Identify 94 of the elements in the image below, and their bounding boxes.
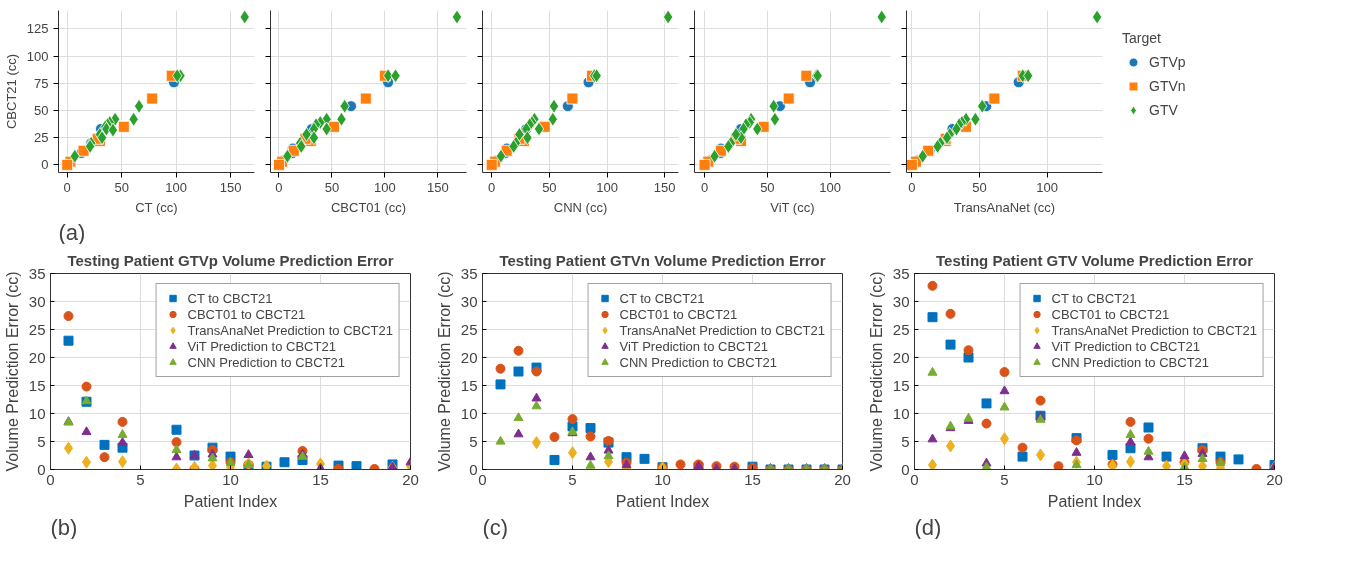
x-tick-label: 0 bbox=[700, 179, 709, 195]
y-axis-title: CBCT21 (cc) bbox=[3, 53, 19, 130]
x-tick-label: 150 bbox=[653, 179, 676, 195]
y-tick-label: 5 bbox=[37, 432, 46, 450]
y-tick-label: 25 bbox=[892, 320, 910, 338]
chart-title: Testing Patient GTVn Volume Prediction Error bbox=[499, 251, 826, 269]
x-axis-title: Patient Index bbox=[615, 492, 710, 510]
x-tick-label: 50 bbox=[324, 179, 340, 195]
x-axis-title: ViT (cc) bbox=[770, 199, 815, 215]
y-tick-label: 35 bbox=[460, 264, 478, 282]
x-tick-label: 100 bbox=[596, 179, 618, 195]
x-tick-label: 15 bbox=[312, 470, 329, 488]
legend-label: TransAnaNet Prediction to CBCT21 bbox=[619, 322, 825, 338]
y-tick-label: 30 bbox=[460, 292, 478, 310]
legend-label: TransAnaNet Prediction to CBCT21 bbox=[187, 322, 393, 338]
x-tick-label: 5 bbox=[568, 470, 577, 488]
y-tick-label: 20 bbox=[460, 348, 478, 366]
x-tick-label: 10 bbox=[654, 470, 671, 488]
y-tick-label: 100 bbox=[26, 48, 49, 64]
x-tick-label: 10 bbox=[1086, 470, 1103, 488]
y-tick-label: 20 bbox=[892, 348, 910, 366]
text: (d) bbox=[914, 514, 942, 540]
y-axis-title: Volume Prediction Error (cc) bbox=[867, 271, 885, 472]
x-axis-title: CBCT01 (cc) bbox=[330, 199, 407, 215]
text: (c) bbox=[482, 514, 509, 540]
x-axis-title: CT (cc) bbox=[135, 199, 178, 215]
chart-title: Testing Patient GTVp Volume Prediction Error bbox=[67, 251, 394, 269]
y-tick-label: 10 bbox=[28, 404, 46, 422]
y-axis-title: Volume Prediction Error (cc) bbox=[435, 271, 453, 472]
legend-label: CT to CBCT21 bbox=[619, 290, 705, 306]
legend-label: CNN Prediction to CBCT21 bbox=[187, 354, 346, 370]
legend-label: CBCT01 to CBCT21 bbox=[619, 306, 738, 322]
legend-label: CNN Prediction to CBCT21 bbox=[619, 354, 778, 370]
y-tick-label: 75 bbox=[34, 75, 49, 91]
legend-label: CT to CBCT21 bbox=[187, 290, 273, 306]
legend-label: CBCT01 to CBCT21 bbox=[187, 306, 306, 322]
x-tick-label: 5 bbox=[1000, 470, 1009, 488]
x-tick-label: 15 bbox=[1176, 470, 1193, 488]
x-tick-label: 100 bbox=[165, 179, 187, 195]
legend-label: GTVp bbox=[1149, 53, 1186, 72]
legend-title: Target bbox=[1122, 30, 1162, 46]
x-tick-label: 20 bbox=[1266, 470, 1283, 488]
x-tick-label: 50 bbox=[972, 179, 987, 195]
y-tick-label: 15 bbox=[460, 376, 478, 394]
x-tick-label: 100 bbox=[374, 179, 396, 195]
x-tick-label: 150 bbox=[427, 179, 449, 195]
x-axis-title: CNN (cc) bbox=[553, 199, 608, 215]
y-tick-label: 25 bbox=[28, 320, 46, 338]
x-tick-label: 50 bbox=[114, 179, 129, 195]
x-tick-label: 20 bbox=[834, 470, 851, 488]
text: (a) bbox=[58, 219, 86, 245]
y-tick-label: 0 bbox=[41, 157, 49, 173]
legend-label: TransAnaNet Prediction to CBCT21 bbox=[1051, 322, 1257, 338]
x-tick-label: 5 bbox=[136, 470, 145, 488]
y-tick-label: 35 bbox=[892, 264, 910, 282]
x-axis-title: Patient Index bbox=[183, 492, 278, 510]
legend-label: ViT Prediction to CBCT21 bbox=[1051, 338, 1200, 354]
y-tick-label: 15 bbox=[28, 376, 46, 394]
legend-label: GTVn bbox=[1149, 77, 1186, 96]
y-tick-label: 50 bbox=[34, 103, 49, 119]
x-tick-label: 0 bbox=[63, 179, 71, 195]
y-tick-label: 15 bbox=[892, 376, 910, 394]
y-tick-label: 30 bbox=[28, 292, 46, 310]
legend-label: ViT Prediction to CBCT21 bbox=[187, 338, 336, 354]
y-tick-label: 125 bbox=[26, 21, 49, 37]
y-tick-label: 30 bbox=[892, 292, 910, 310]
x-tick-label: 20 bbox=[402, 470, 419, 488]
x-tick-label: 100 bbox=[819, 179, 842, 195]
chart-title: Testing Patient GTV Volume Prediction Error bbox=[936, 251, 1254, 269]
y-tick-label: 25 bbox=[34, 130, 49, 146]
x-tick-label: 150 bbox=[219, 179, 242, 195]
y-tick-label: 10 bbox=[460, 404, 478, 422]
y-tick-label: 35 bbox=[28, 264, 46, 282]
text: (b) bbox=[50, 514, 78, 540]
legend-label: CBCT01 to CBCT21 bbox=[1051, 306, 1170, 322]
y-tick-label: 10 bbox=[892, 404, 910, 422]
x-tick-label: 50 bbox=[760, 179, 775, 195]
x-tick-label: 0 bbox=[488, 179, 496, 195]
legend-label: ViT Prediction to CBCT21 bbox=[619, 338, 768, 354]
x-tick-label: 50 bbox=[542, 179, 557, 195]
x-axis-title: TransAnaNet (cc) bbox=[953, 199, 1056, 215]
y-tick-label: 5 bbox=[469, 432, 478, 450]
y-tick-label: 25 bbox=[460, 320, 478, 338]
legend-label: CT to CBCT21 bbox=[1051, 290, 1137, 306]
x-tick-label: 10 bbox=[222, 470, 239, 488]
x-tick-label: 15 bbox=[744, 470, 761, 488]
legend-label: CNN Prediction to CBCT21 bbox=[1051, 354, 1210, 370]
y-tick-label: 20 bbox=[28, 348, 46, 366]
x-tick-label: 0 bbox=[275, 179, 283, 195]
legend-label: GTV bbox=[1149, 101, 1178, 120]
y-tick-label: 5 bbox=[901, 432, 910, 450]
y-axis-title: Volume Prediction Error (cc) bbox=[3, 271, 21, 472]
x-axis-title: Patient Index bbox=[1047, 492, 1142, 510]
x-tick-label: 100 bbox=[1036, 179, 1058, 195]
